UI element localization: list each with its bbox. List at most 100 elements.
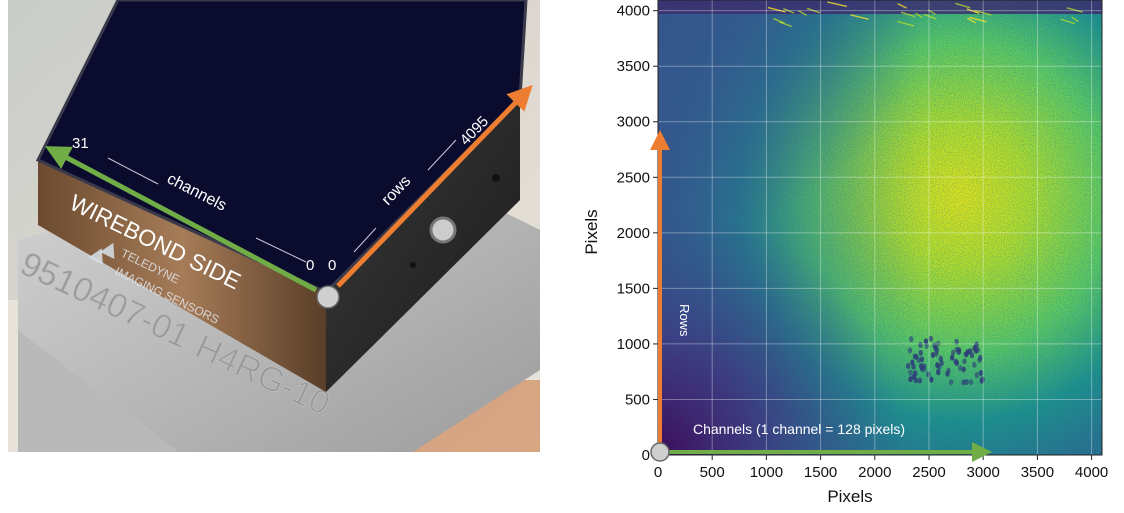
dark-spot [936, 369, 941, 376]
y-tick-label: 0 [642, 447, 650, 464]
dark-spot [973, 347, 979, 354]
dark-spot [968, 379, 974, 386]
dark-spot [948, 379, 954, 386]
bright-streak [915, 12, 923, 19]
dark-spot [907, 347, 913, 354]
flat-field-map: 0 500 1000 1500 2000 2500 3000 3500 4000 0 500 100… [582, 0, 1108, 506]
origin-marker [316, 285, 340, 309]
x-tick-label: 1000 [750, 464, 783, 481]
heatmap-image [658, 0, 1102, 455]
bright-streak [900, 11, 916, 18]
y-tick-label: 4000 [617, 3, 650, 20]
dark-spot [958, 365, 963, 372]
flat-field-map-panel: 0 500 1000 1500 2000 2500 3000 3500 4000 0 500 100… [560, 0, 1124, 508]
dark-spot [905, 363, 911, 370]
dark-spot [950, 349, 956, 356]
dark-spot [972, 361, 977, 368]
x-tick-label: 1500 [804, 464, 837, 481]
mount-side [18, 330, 178, 452]
y-axis-label: Pixels [582, 209, 601, 254]
dark-spot [934, 350, 939, 357]
rows-arrow [336, 85, 533, 288]
dark-spot [961, 366, 966, 373]
y-tick-label: 2000 [617, 225, 650, 242]
heatmap-noise [658, 0, 1102, 455]
bright-streak [966, 8, 980, 14]
mount-screw [429, 216, 457, 244]
dark-spot [961, 379, 966, 386]
channel-31-label: 31 [72, 135, 89, 152]
y-tick-label: 1000 [617, 336, 650, 353]
x-axis-label: Pixels [827, 487, 872, 506]
dark-spot [908, 376, 913, 383]
dark-spot [968, 348, 973, 355]
rows-dim-line-high [427, 139, 457, 171]
side-hole-2 [410, 262, 416, 268]
y-tick-label: 2500 [617, 169, 650, 186]
bright-streak [955, 2, 971, 9]
dark-spot [954, 338, 959, 345]
package-right-face [326, 98, 520, 392]
dark-spot [919, 356, 925, 363]
dark-spot [917, 377, 923, 384]
dark-spot [978, 369, 984, 376]
dark-spot [936, 340, 941, 347]
bright-streak [969, 16, 987, 23]
dark-spot [949, 354, 955, 361]
bright-streak [1060, 18, 1076, 25]
dark-spot [929, 376, 934, 383]
x-tick-label: 4000 [1075, 464, 1108, 481]
bright-streak [767, 6, 786, 13]
dark-spot [974, 341, 979, 348]
dark-spot [914, 353, 919, 360]
bright-streak [783, 7, 795, 14]
bright-streak [798, 10, 807, 16]
channel-0-label: 0 [306, 257, 314, 274]
dark-spot [928, 335, 934, 342]
x-axis: 0 500 1000 1500 2000 2500 3000 3500 4000 [654, 455, 1108, 481]
dark-spot [979, 377, 984, 384]
bright-streak [850, 14, 869, 20]
y-tick-label: 500 [625, 391, 650, 408]
channels-dim-line-left [107, 157, 159, 185]
wirebond-side-face [38, 160, 326, 392]
channels-arrow [44, 146, 318, 293]
origin-marker-overlay [650, 442, 670, 462]
detector-photo: 9510407-01 H4RG-10 TELEDYNE IMAGING SENS… [8, 0, 540, 452]
dark-spot [945, 370, 950, 377]
dark-spot [932, 342, 937, 349]
y-tick-label: 3500 [617, 58, 650, 75]
dark-spot [924, 343, 930, 350]
top-edge-streaks [767, 1, 1083, 28]
x-tick-label: 3000 [967, 464, 1000, 481]
y-tick-label: 1500 [617, 280, 650, 297]
x-tick-label: 2500 [912, 464, 945, 481]
rows-annotation: Rows [677, 304, 692, 337]
row-0-label: 0 [328, 257, 336, 274]
y-axis: 0 500 1000 1500 2000 2500 3000 3500 4000 [617, 3, 658, 464]
channels-dim-line-right [255, 237, 307, 263]
dark-spot-cluster [905, 335, 985, 386]
bright-streak [779, 21, 793, 28]
dark-spot [908, 336, 914, 343]
dark-spot [918, 341, 923, 348]
dark-spot [935, 362, 940, 369]
dark-spot [908, 369, 913, 376]
rows-dim-line-low [353, 227, 377, 253]
dark-spot [954, 359, 960, 366]
dark-spot [923, 338, 929, 345]
teledyne-logo [88, 242, 115, 265]
bright-streak [1066, 7, 1083, 13]
dark-spot [918, 349, 923, 356]
dark-spot [978, 354, 983, 361]
dark-spot [911, 363, 916, 370]
x-tick-label: 0 [654, 464, 662, 481]
x-tick-label: 2000 [858, 464, 891, 481]
dark-spot [926, 371, 931, 378]
channels-annotation: Channels (1 channel = 128 pixels) [693, 421, 905, 437]
dark-spot [918, 363, 924, 370]
bright-streak [974, 9, 992, 16]
dark-spot [956, 349, 961, 356]
x-tick-label: 3500 [1021, 464, 1054, 481]
bright-streak [806, 7, 821, 14]
